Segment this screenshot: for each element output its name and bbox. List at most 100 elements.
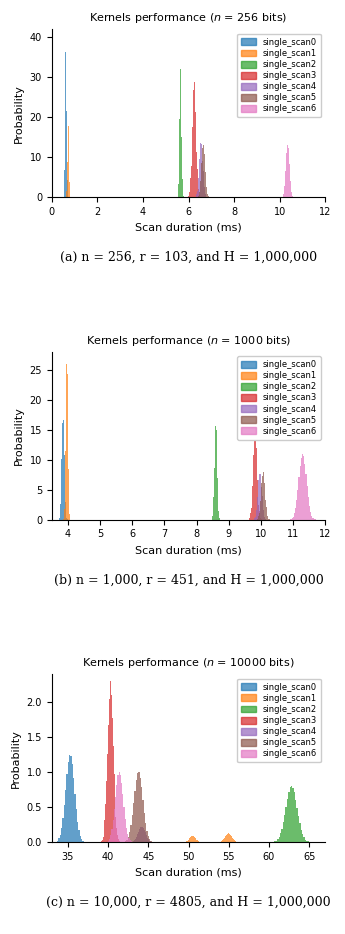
Bar — [266, 507, 267, 519]
Bar — [198, 178, 199, 197]
Bar — [111, 829, 112, 842]
Bar — [132, 815, 133, 842]
Bar — [146, 835, 147, 842]
Bar — [255, 517, 256, 519]
Bar — [276, 841, 277, 842]
Bar — [258, 480, 259, 519]
Bar — [145, 832, 146, 842]
Text: (c) n = 10,000, r = 4805, and H = 1,000,000: (c) n = 10,000, r = 4805, and H = 1,000,… — [46, 896, 331, 909]
Bar — [105, 803, 106, 842]
Bar — [252, 487, 253, 519]
Bar — [251, 508, 252, 519]
Bar — [120, 774, 121, 842]
Bar — [264, 483, 265, 519]
Bar — [104, 830, 105, 842]
Bar — [148, 840, 149, 842]
Bar — [127, 840, 128, 842]
Bar — [60, 504, 61, 519]
Bar — [64, 804, 65, 842]
Bar — [302, 454, 303, 519]
Bar — [115, 797, 116, 842]
Bar — [285, 807, 287, 842]
Bar — [110, 681, 111, 842]
Bar — [216, 431, 217, 519]
Bar — [232, 838, 233, 842]
Bar — [138, 831, 139, 842]
Bar — [228, 833, 229, 842]
Bar — [289, 163, 290, 197]
Bar — [65, 789, 67, 842]
Bar — [258, 504, 259, 519]
Bar — [310, 512, 311, 519]
Bar — [291, 786, 292, 842]
Bar — [109, 686, 110, 842]
Bar — [302, 834, 303, 842]
Bar — [215, 426, 216, 519]
Bar — [292, 196, 293, 197]
Bar — [141, 827, 142, 842]
X-axis label: Scan duration (ms): Scan duration (ms) — [135, 222, 242, 233]
Bar — [65, 502, 66, 519]
X-axis label: Scan duration (ms): Scan duration (ms) — [135, 545, 242, 555]
Bar — [59, 516, 60, 519]
Legend: single_scan0, single_scan1, single_scan2, single_scan3, single_scan4, single_sca: single_scan0, single_scan1, single_scan2… — [237, 34, 321, 118]
Bar — [202, 151, 203, 197]
Bar — [206, 187, 207, 197]
Bar — [298, 815, 299, 842]
Bar — [278, 837, 280, 842]
Bar — [118, 839, 119, 842]
Bar — [119, 841, 120, 842]
Bar — [296, 808, 298, 842]
Bar — [283, 822, 284, 842]
Bar — [300, 466, 301, 519]
Bar — [130, 825, 132, 842]
Bar — [116, 785, 117, 842]
Bar — [102, 840, 103, 842]
Bar — [61, 459, 62, 519]
Bar — [129, 832, 130, 842]
Bar — [263, 472, 264, 519]
Bar — [116, 828, 117, 842]
Y-axis label: Probability: Probability — [14, 84, 24, 143]
Bar — [112, 718, 113, 842]
Bar — [108, 725, 109, 842]
Bar — [60, 835, 61, 842]
Bar — [72, 764, 73, 842]
Bar — [303, 838, 305, 842]
Bar — [135, 790, 136, 842]
Bar — [145, 823, 147, 842]
Bar — [203, 171, 204, 197]
Bar — [190, 837, 191, 842]
Bar — [205, 172, 206, 197]
Bar — [128, 837, 129, 842]
Bar — [135, 839, 136, 842]
Bar — [199, 159, 200, 197]
Bar — [230, 835, 231, 842]
Bar — [194, 82, 195, 197]
Bar — [130, 841, 131, 842]
Bar — [304, 464, 305, 519]
Bar — [73, 778, 75, 842]
Bar — [249, 518, 250, 519]
Bar — [142, 828, 144, 842]
Bar — [122, 795, 124, 842]
Bar — [225, 836, 226, 842]
Bar — [299, 824, 300, 842]
Bar — [76, 809, 77, 842]
Bar — [261, 480, 262, 519]
Y-axis label: Probability: Probability — [11, 729, 21, 787]
Bar — [136, 780, 137, 842]
Bar — [111, 695, 112, 842]
Bar — [137, 834, 138, 842]
Bar — [70, 757, 72, 842]
Bar — [196, 194, 197, 197]
Bar — [253, 455, 254, 519]
Bar — [250, 514, 251, 519]
Bar — [260, 474, 261, 519]
Bar — [205, 194, 206, 197]
Bar — [117, 775, 119, 842]
Bar — [284, 187, 285, 197]
Bar — [294, 513, 295, 519]
Bar — [144, 813, 145, 842]
Bar — [311, 516, 313, 519]
